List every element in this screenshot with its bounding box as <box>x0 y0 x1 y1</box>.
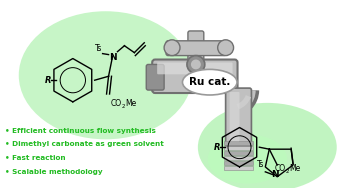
Ellipse shape <box>19 11 192 139</box>
FancyBboxPatch shape <box>146 64 164 90</box>
FancyBboxPatch shape <box>188 31 204 69</box>
Text: R: R <box>45 76 51 85</box>
FancyBboxPatch shape <box>226 88 251 146</box>
Text: • Scalable methodology: • Scalable methodology <box>5 169 103 175</box>
FancyBboxPatch shape <box>230 92 240 141</box>
FancyBboxPatch shape <box>157 63 232 74</box>
Ellipse shape <box>208 134 287 184</box>
Circle shape <box>187 56 205 73</box>
Text: Me: Me <box>125 99 137 108</box>
Text: Ru cat.: Ru cat. <box>189 77 230 87</box>
FancyBboxPatch shape <box>223 161 253 165</box>
Text: 2: 2 <box>285 169 289 174</box>
FancyBboxPatch shape <box>223 141 253 145</box>
FancyBboxPatch shape <box>166 41 226 56</box>
FancyBboxPatch shape <box>223 151 253 155</box>
Circle shape <box>218 40 233 56</box>
Text: • Dimethyl carbonate as green solvent: • Dimethyl carbonate as green solvent <box>5 141 164 147</box>
Circle shape <box>164 40 180 56</box>
Circle shape <box>191 60 201 69</box>
Text: • Efficient continuous flow synthesis: • Efficient continuous flow synthesis <box>5 128 156 133</box>
Ellipse shape <box>198 103 337 189</box>
FancyBboxPatch shape <box>223 146 253 150</box>
Text: Ts: Ts <box>257 160 265 169</box>
Text: N: N <box>109 53 116 62</box>
Text: R: R <box>214 143 220 152</box>
Text: CO: CO <box>274 164 285 173</box>
Text: Ts: Ts <box>95 44 102 53</box>
FancyBboxPatch shape <box>223 156 253 160</box>
FancyBboxPatch shape <box>152 60 237 93</box>
Text: 2: 2 <box>121 104 125 109</box>
Text: N: N <box>271 170 279 179</box>
Text: Me: Me <box>289 164 300 173</box>
Text: • Fast reaction: • Fast reaction <box>5 155 66 161</box>
Text: CO: CO <box>111 99 122 108</box>
Ellipse shape <box>182 69 237 95</box>
FancyBboxPatch shape <box>223 166 253 170</box>
